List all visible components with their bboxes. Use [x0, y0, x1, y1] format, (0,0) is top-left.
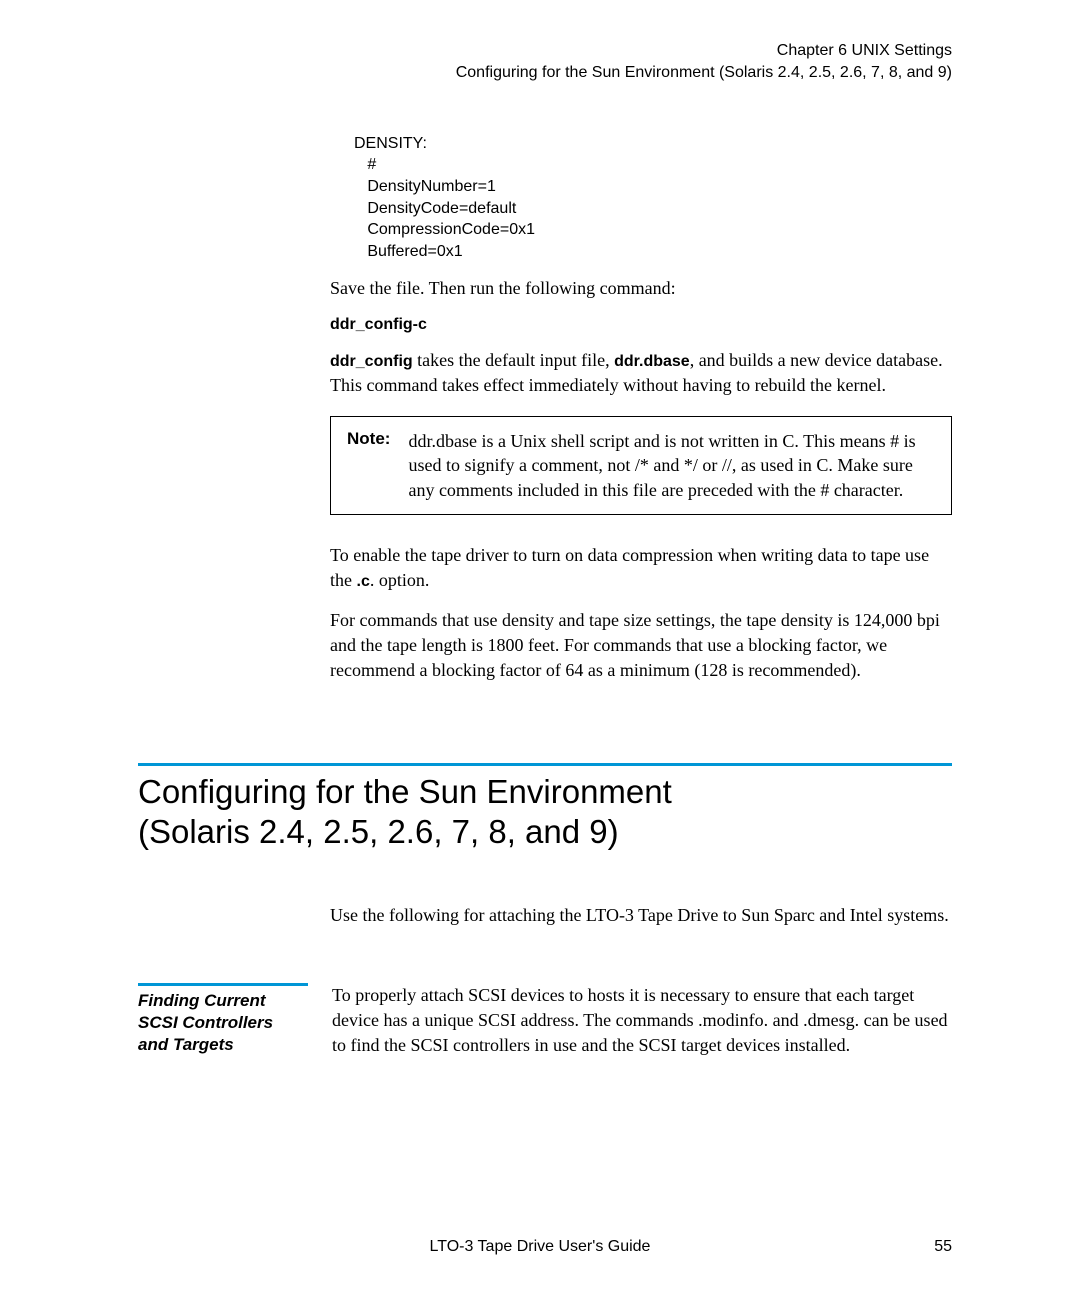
title-line-1: Configuring for the Sun Environment	[138, 773, 672, 810]
subsection-row: Finding Current SCSI Controllers and Tar…	[138, 983, 952, 1059]
header-subtitle: Configuring for the Sun Environment (Sol…	[138, 62, 952, 84]
footer-page-number: 55	[934, 1238, 952, 1256]
chapter-label: Chapter 6 UNIX Settings	[138, 40, 952, 62]
text-span: and	[768, 1010, 803, 1030]
subsection-body: To properly attach SCSI devices to hosts…	[332, 983, 952, 1059]
ddr-config-command: ddr_config-c	[330, 316, 952, 334]
note-label: Note:	[347, 429, 390, 502]
ddr-config-term: ddr_config	[330, 353, 413, 370]
text-span: takes the default input file,	[413, 350, 614, 370]
text-span: . option.	[370, 570, 430, 590]
section-title: Configuring for the Sun Environment (Sol…	[138, 772, 952, 851]
page-footer: LTO-3 Tape Drive User's Guide 55	[0, 1238, 1080, 1256]
note-text: is a Unix shell script and is not writte…	[408, 431, 915, 500]
section-divider	[138, 763, 952, 766]
dmesg-term: .dmesg.	[803, 1010, 859, 1030]
ddr-config-description: ddr_config takes the default input file,…	[330, 348, 952, 399]
page-header: Chapter 6 UNIX Settings Configuring for …	[138, 40, 952, 85]
section-intro: Use the following for attaching the LTO-…	[330, 903, 952, 928]
density-code-block: DENSITY: # DensityNumber=1 DensityCode=d…	[354, 133, 952, 263]
density-settings-text: For commands that use density and tape s…	[330, 608, 952, 684]
title-line-2: (Solaris 2.4, 2.5, 2.6, 7, 8, and 9)	[138, 813, 619, 850]
side-divider	[138, 983, 308, 986]
side-heading-column: Finding Current SCSI Controllers and Tar…	[138, 983, 308, 1059]
compression-option-text: To enable the tape driver to turn on dat…	[330, 543, 952, 594]
modinfo-term: .modinfo.	[698, 1010, 768, 1030]
save-instruction: Save the file. Then run the following co…	[330, 276, 952, 301]
note-body: ddr.dbase is a Unix shell script and is …	[408, 429, 935, 502]
footer-title: LTO-3 Tape Drive User's Guide	[430, 1238, 651, 1256]
note-box: Note: ddr.dbase is a Unix shell script a…	[330, 416, 952, 515]
note-bold-term: ddr.dbase	[408, 431, 476, 451]
note-row: Note: ddr.dbase is a Unix shell script a…	[347, 429, 935, 502]
subsection-heading: Finding Current SCSI Controllers and Tar…	[138, 990, 308, 1056]
page-content: Chapter 6 UNIX Settings Configuring for …	[0, 0, 1080, 1098]
ddr-dbase-term: ddr.dbase	[614, 353, 690, 370]
c-option-term: .c	[357, 573, 370, 590]
